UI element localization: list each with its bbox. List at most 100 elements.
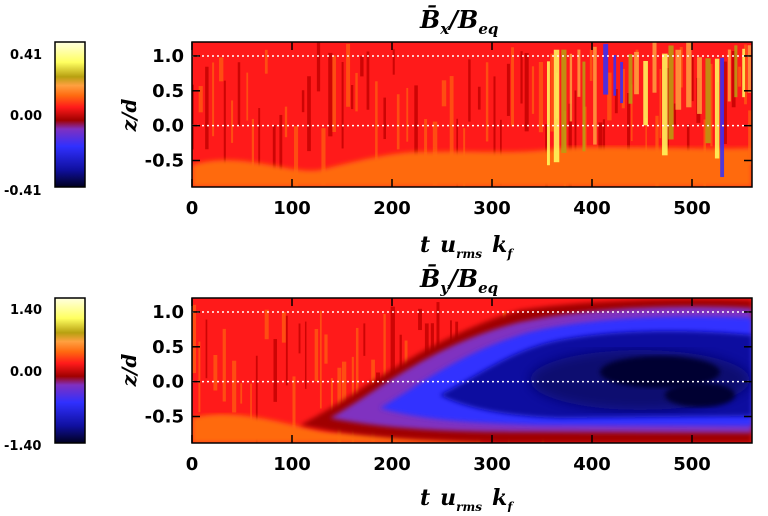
plot-frame-top [191, 41, 753, 188]
heatmap-patch [613, 55, 617, 96]
heatmap-bottom [192, 298, 752, 443]
colorbar-bottom-tick-mid: 0.00 [10, 365, 42, 380]
x-tick-label: 200 [373, 198, 411, 219]
heatmap-streak [319, 310, 322, 409]
heatmap-streak [223, 80, 226, 178]
y-tick-label: 1.0 [152, 46, 184, 67]
heatmap-patch [582, 61, 586, 152]
heatmap-streak [324, 334, 328, 364]
heatmap-bottom-negative-region [300, 299, 752, 443]
heatmap-streak [279, 114, 283, 172]
y-tick-label: -0.5 [145, 407, 184, 428]
heatmap-patch [714, 58, 720, 159]
heatmap-streak [330, 378, 333, 412]
heatmap-streak [346, 43, 351, 107]
heatmap-streak [710, 63, 713, 147]
heatmap-streak [485, 62, 489, 142]
heatmap-patch [643, 60, 648, 126]
heatmap-streak [511, 47, 514, 127]
heatmap-streak [406, 87, 409, 142]
colorbar-top: 0.41 0.00 -0.41 [4, 41, 86, 199]
heatmap-streak [383, 97, 386, 140]
heatmap-patch [561, 49, 567, 153]
x-tick-label: 0 [186, 454, 199, 475]
heatmap-streak [314, 329, 319, 382]
heatmap-streak [414, 85, 418, 178]
panel-bottom: 1.40 0.00 -1.40 0 100 200 300 400 500 1.0 0.5 0.… [4, 264, 753, 514]
heatmap-streak [418, 308, 422, 331]
heatmap-streak [321, 128, 326, 185]
colorbar-bottom-tick-min: -1.40 [4, 439, 41, 454]
heatmap-streak [538, 62, 543, 133]
heatmap-streak [645, 118, 647, 152]
heatmap-streak [258, 108, 261, 181]
heatmap-streak [264, 49, 268, 74]
heatmap-streak [192, 84, 194, 150]
heatmap-streak [449, 76, 454, 157]
svg-text:B̄x/Beq: B̄x/Beq [419, 5, 498, 38]
plot-frame-bottom [191, 297, 753, 444]
y-tick-label: -0.5 [145, 151, 184, 172]
heatmap-patch [675, 49, 682, 110]
ylabel-top: z/d [117, 99, 141, 133]
colorbar-top-gradient [54, 41, 86, 188]
heatmap-streak [284, 106, 288, 138]
heatmap-patch [593, 46, 597, 145]
heatmap-streak [723, 61, 727, 144]
heatmap-streak [281, 311, 286, 343]
heatmap-patch [634, 51, 639, 95]
heatmap-streak [255, 355, 258, 443]
heatmap-streak [246, 72, 249, 121]
heatmap-streak [691, 54, 694, 102]
heatmap-streak [673, 103, 677, 125]
heatmap-streak [316, 42, 321, 92]
heatmap-streak [219, 57, 224, 82]
heatmap-streak [506, 63, 510, 116]
heatmap-patch [734, 45, 738, 98]
heatmap-streak [531, 66, 535, 114]
heatmap-streak [686, 124, 690, 152]
heatmap-patch [652, 42, 657, 93]
heatmap-streak [392, 49, 395, 75]
heatmap-streak [493, 76, 496, 163]
ylabel-bottom: z/d [117, 354, 141, 388]
heatmap-streak [396, 94, 400, 150]
heatmap-streak [307, 76, 311, 152]
heatmap-streak [355, 327, 359, 395]
heatmap-streak [550, 53, 554, 132]
heatmap-patch [577, 49, 581, 97]
heatmap-streak [731, 50, 736, 108]
heatmap-patch [547, 61, 550, 166]
heatmap-streak [198, 341, 201, 413]
heatmap-streak [738, 66, 742, 87]
panel-top: 0.41 0.00 -0.41 0 100 200 300 400 500 1.0 0.5 0.… [4, 5, 753, 261]
heatmap-streak [568, 103, 572, 187]
heatmap-streak [205, 319, 208, 379]
colorbar-top-tick-min: -0.41 [4, 184, 41, 199]
svg-text:B̄y/Beq: B̄y/Beq [419, 264, 498, 297]
heatmap-streak [198, 86, 203, 113]
heatmap-patch [628, 54, 633, 104]
heatmap-streak [332, 55, 336, 133]
x-tick-label: 300 [473, 198, 511, 219]
heatmap-streak [355, 72, 358, 112]
heatmap-streak [231, 100, 234, 143]
heatmap-top-bright-patches [547, 42, 751, 178]
heatmap-streak [342, 361, 347, 404]
heatmap-streak [304, 321, 307, 389]
heatmap-patch [662, 53, 668, 156]
heatmap-streak [602, 119, 606, 167]
heatmap-patch [603, 43, 609, 95]
colorbar-top-tick-max: 0.41 [10, 48, 42, 63]
heatmap-patch [727, 49, 731, 102]
heatmap-streak [222, 328, 226, 402]
title-top: B̄x/Beq [419, 5, 498, 38]
x-tick-label: 0 [186, 198, 199, 219]
title-bottom: B̄y/Beq [419, 264, 498, 297]
heatmap-streak [301, 90, 305, 113]
heatmap-streak [390, 306, 395, 389]
y-tick-label: 0.5 [152, 81, 184, 102]
x-tick-label: 100 [273, 198, 311, 219]
heatmap-streak [294, 126, 299, 187]
x-tick-label: 100 [273, 454, 311, 475]
